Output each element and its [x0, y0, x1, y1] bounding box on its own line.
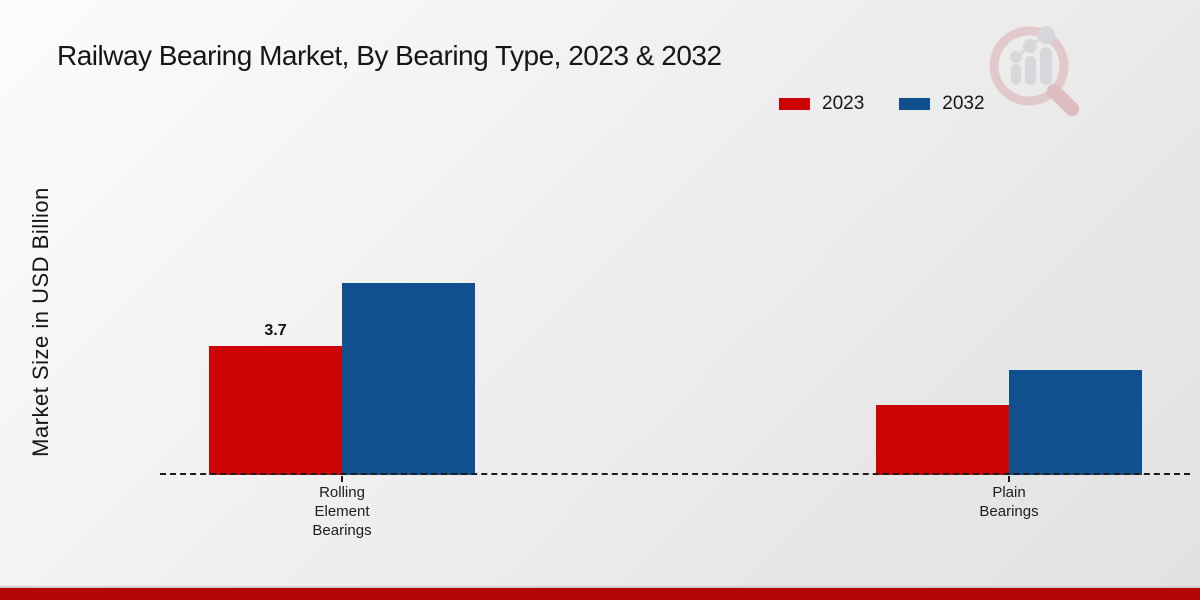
magnifier-ring	[989, 26, 1069, 106]
logo-bars	[1011, 47, 1052, 85]
x-axis-baseline	[160, 473, 1190, 475]
bar-2023-plain-bearings	[876, 405, 1009, 475]
chart-title: Railway Bearing Market, By Bearing Type,…	[57, 40, 722, 71]
bar-2032-rolling-element-bearings	[342, 283, 475, 475]
legend-swatch-2023	[778, 97, 811, 111]
legend: 2023 2032	[778, 93, 985, 115]
bar-value-label: 3.7	[264, 322, 287, 339]
category-label-plain-bearings: Plain Bearings	[979, 484, 1039, 520]
legend-label-2023: 2023	[822, 93, 865, 114]
x-axis-tick	[341, 476, 343, 482]
legend-item-2032: 2032	[898, 93, 985, 115]
category-label-rolling-element-bearings: Rolling Element Bearings	[312, 484, 372, 539]
bar-2023-rolling-element-bearings	[209, 346, 342, 475]
x-axis-tick	[1008, 476, 1010, 482]
footer-stripe	[0, 586, 1200, 600]
bar-2032-plain-bearings	[1009, 370, 1142, 475]
legend-label-2032: 2032	[942, 93, 985, 114]
legend-swatch-2032	[898, 97, 932, 111]
magnifier-chart-logo	[989, 26, 1079, 116]
logo-trend-dots	[1010, 26, 1055, 63]
legend-item-2023: 2023	[778, 93, 864, 115]
magnifier-handle	[1047, 84, 1079, 116]
